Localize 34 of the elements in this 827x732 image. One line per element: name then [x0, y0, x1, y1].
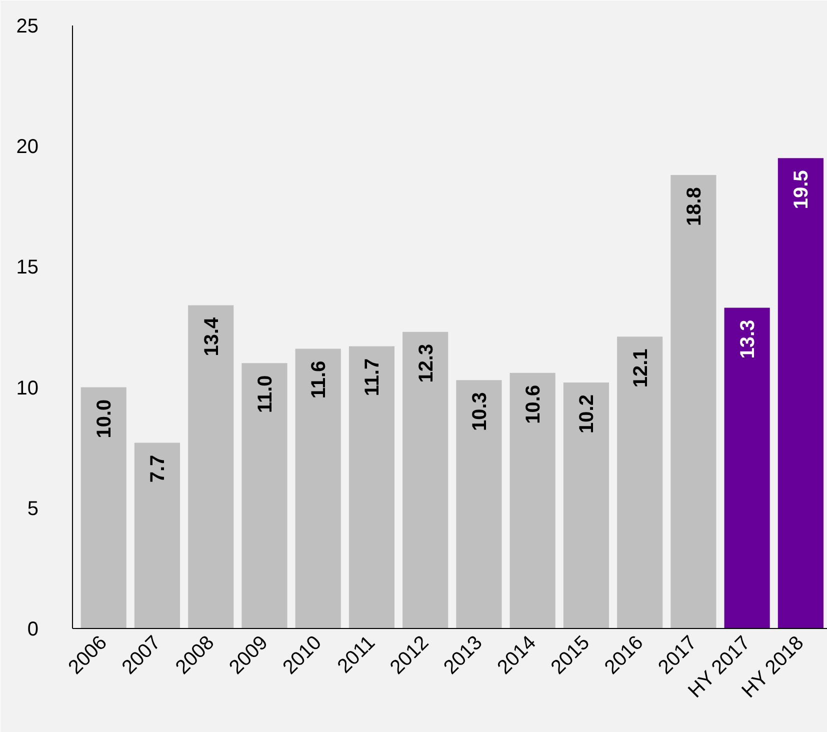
data-label: 10.2: [576, 394, 598, 434]
bar: [617, 336, 663, 628]
data-label: 19.5: [790, 170, 813, 210]
bar: [242, 363, 288, 628]
data-label: 11.0: [254, 375, 276, 414]
data-label: 18.8: [683, 187, 706, 226]
bar: [724, 308, 770, 628]
data-label: 12.3: [415, 344, 438, 383]
y-tick-label: 10: [16, 377, 39, 400]
data-label: 11.6: [308, 360, 330, 399]
bar: [670, 175, 716, 628]
bar: [80, 387, 126, 628]
bar: [134, 442, 180, 628]
data-label: 12.1: [630, 348, 652, 388]
data-label: 13.4: [200, 316, 223, 356]
y-tick-label: 5: [27, 498, 38, 520]
bar: [188, 305, 234, 628]
data-label: 10.0: [94, 399, 116, 438]
bar: [778, 158, 824, 628]
bar: [510, 372, 556, 628]
y-tick-label: 20: [16, 136, 39, 158]
data-label: 10.6: [522, 384, 545, 424]
bar: [295, 348, 341, 628]
data-label: 11.7: [362, 358, 384, 396]
y-tick-label: 0: [27, 618, 38, 640]
bar: [456, 380, 502, 628]
bar: [563, 382, 609, 628]
bar: [402, 332, 448, 628]
y-tick-label: 25: [16, 16, 39, 38]
data-label: 7.7: [147, 454, 170, 483]
data-label: 10.3: [468, 392, 491, 432]
data-label: 13.3: [737, 320, 760, 359]
y-tick-label: 15: [16, 256, 39, 279]
bar: [348, 346, 394, 628]
